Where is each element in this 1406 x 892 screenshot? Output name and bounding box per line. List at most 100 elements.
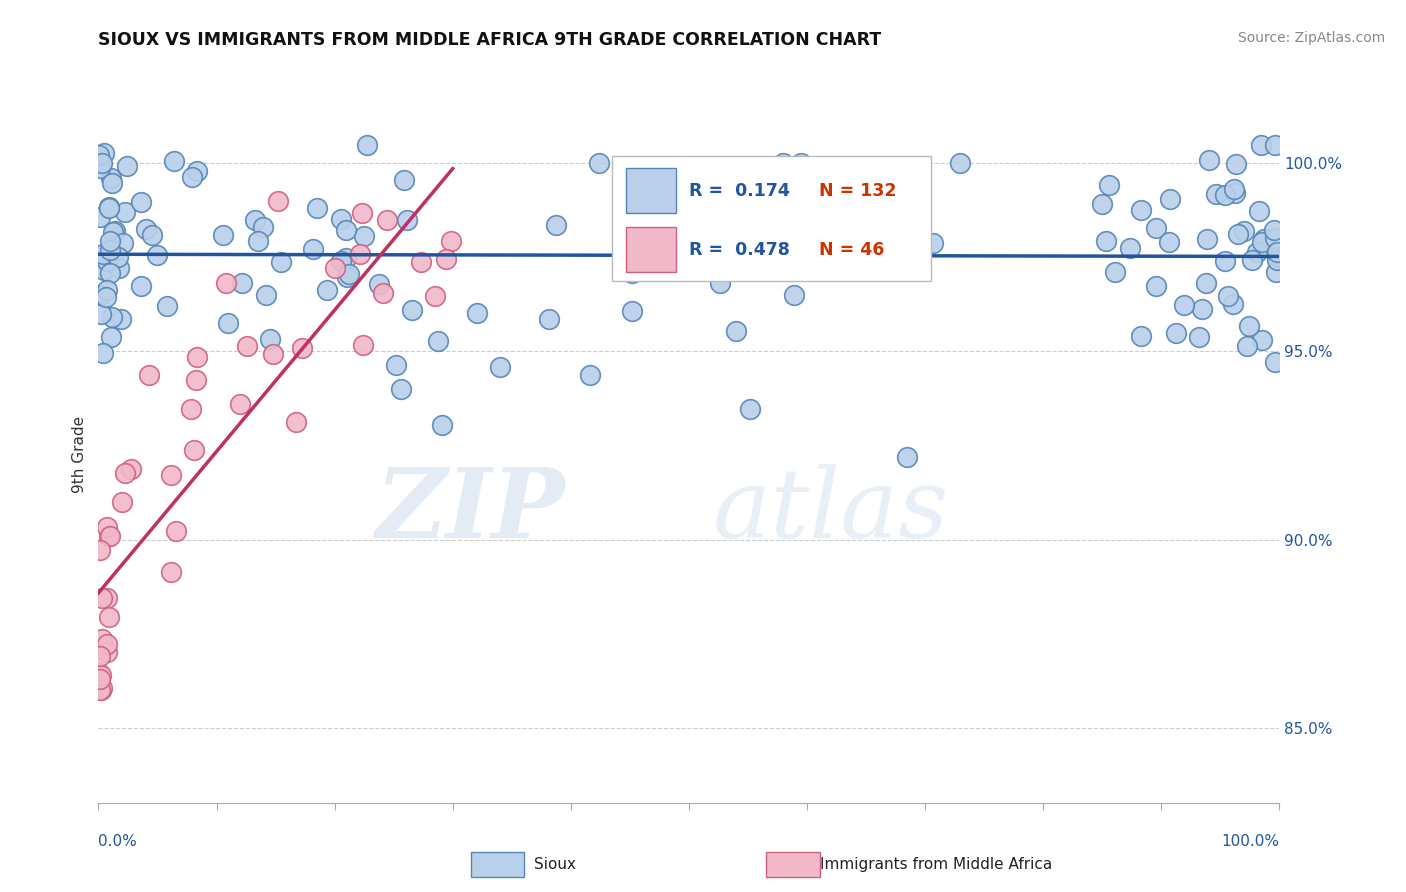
Point bbox=[90, 591, 112, 606]
Text: R =  0.478: R = 0.478 bbox=[689, 241, 790, 259]
Point bbox=[87, 674, 110, 689]
Point bbox=[186, 164, 208, 178]
Point bbox=[98, 266, 121, 280]
Point bbox=[270, 254, 292, 268]
Point bbox=[1188, 330, 1211, 344]
Point bbox=[375, 213, 398, 227]
Point bbox=[1265, 253, 1288, 268]
Point bbox=[401, 303, 423, 318]
Point bbox=[426, 334, 449, 348]
Point bbox=[1095, 234, 1118, 248]
Point bbox=[90, 683, 112, 698]
Point bbox=[96, 520, 118, 534]
Point bbox=[922, 235, 945, 250]
Point bbox=[1173, 298, 1195, 312]
Point bbox=[1241, 252, 1264, 267]
Point bbox=[111, 236, 134, 251]
Text: Immigrants from Middle Africa: Immigrants from Middle Africa bbox=[820, 857, 1052, 871]
Point bbox=[1223, 186, 1246, 201]
FancyBboxPatch shape bbox=[612, 156, 931, 281]
Point bbox=[129, 195, 152, 210]
Point bbox=[110, 312, 132, 326]
Point bbox=[1195, 276, 1218, 290]
Point bbox=[87, 148, 110, 162]
Point bbox=[1264, 355, 1286, 369]
Point bbox=[96, 645, 118, 659]
Point bbox=[89, 161, 111, 175]
Point bbox=[1198, 153, 1220, 168]
Point bbox=[315, 283, 337, 297]
Point bbox=[436, 252, 458, 267]
Point bbox=[247, 234, 270, 248]
Point bbox=[1191, 301, 1213, 316]
Point bbox=[96, 254, 118, 268]
Text: N = 46: N = 46 bbox=[818, 241, 884, 259]
Point bbox=[1166, 326, 1188, 341]
Point bbox=[100, 244, 122, 258]
Point bbox=[100, 171, 122, 186]
Point bbox=[291, 341, 314, 355]
Point bbox=[163, 153, 186, 168]
Point bbox=[305, 202, 328, 216]
Point bbox=[709, 276, 731, 290]
Text: R =  0.174: R = 0.174 bbox=[689, 182, 790, 200]
Text: 0.0%: 0.0% bbox=[98, 834, 138, 849]
Point bbox=[1251, 235, 1274, 249]
Point bbox=[129, 278, 152, 293]
Point bbox=[165, 524, 187, 539]
Point bbox=[544, 219, 567, 233]
Point bbox=[117, 159, 139, 173]
Point bbox=[181, 169, 204, 184]
Point bbox=[1264, 137, 1286, 152]
Point bbox=[100, 330, 122, 344]
Point bbox=[349, 246, 371, 260]
Point bbox=[335, 251, 357, 265]
Text: N = 132: N = 132 bbox=[818, 182, 897, 200]
Point bbox=[146, 248, 169, 262]
Point bbox=[104, 224, 127, 238]
Point bbox=[100, 177, 122, 191]
Point bbox=[789, 156, 811, 170]
Text: 100.0%: 100.0% bbox=[1222, 834, 1279, 849]
Point bbox=[335, 223, 357, 237]
Point bbox=[89, 672, 111, 686]
Point bbox=[1222, 182, 1244, 196]
Point bbox=[1090, 197, 1112, 211]
Point bbox=[114, 204, 136, 219]
Point bbox=[1263, 223, 1285, 237]
Point bbox=[1265, 244, 1288, 259]
Point bbox=[96, 290, 118, 304]
Point bbox=[89, 210, 111, 224]
Point bbox=[621, 266, 644, 280]
Point bbox=[579, 368, 602, 382]
Point bbox=[339, 267, 361, 281]
Point bbox=[432, 418, 454, 433]
FancyBboxPatch shape bbox=[626, 227, 676, 272]
Point bbox=[89, 543, 111, 558]
FancyBboxPatch shape bbox=[626, 168, 676, 213]
Point bbox=[302, 242, 325, 256]
Point bbox=[186, 350, 208, 364]
Point bbox=[1236, 339, 1258, 353]
Point bbox=[1253, 232, 1275, 246]
Point bbox=[489, 360, 512, 375]
Point bbox=[385, 359, 408, 373]
Point bbox=[329, 212, 352, 227]
Point bbox=[91, 632, 114, 646]
Point bbox=[1233, 224, 1256, 238]
Point bbox=[267, 194, 290, 208]
Text: SIOUX VS IMMIGRANTS FROM MIDDLE AFRICA 9TH GRADE CORRELATION CHART: SIOUX VS IMMIGRANTS FROM MIDDLE AFRICA 9… bbox=[98, 31, 882, 49]
Point bbox=[97, 200, 120, 214]
Point bbox=[787, 234, 810, 248]
Point bbox=[1119, 241, 1142, 255]
Point bbox=[98, 529, 121, 543]
Point bbox=[98, 610, 121, 624]
Point bbox=[1250, 333, 1272, 347]
Point bbox=[236, 339, 259, 353]
Point bbox=[93, 262, 115, 277]
Point bbox=[259, 332, 281, 346]
Point bbox=[183, 443, 205, 458]
Point bbox=[1237, 318, 1260, 333]
Point bbox=[156, 299, 179, 313]
Point bbox=[91, 156, 114, 170]
